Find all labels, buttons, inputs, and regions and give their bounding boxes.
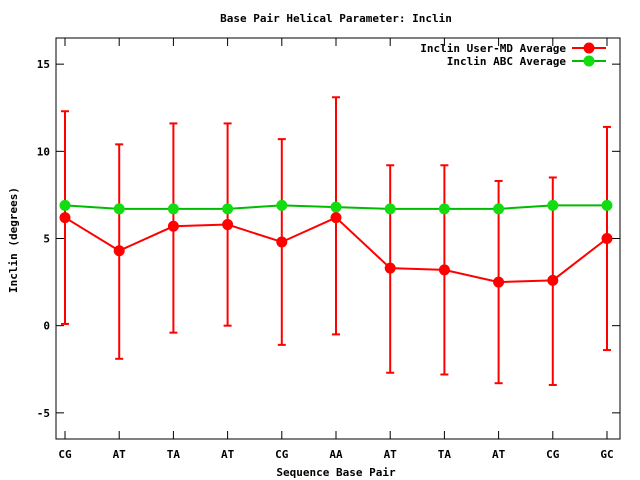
x-tick-label: TA [438, 448, 452, 461]
user-md-average-point [493, 276, 505, 288]
legend-user-md-swatch-marker [583, 42, 595, 54]
x-tick-label: AT [113, 448, 127, 461]
y-tick-label: 15 [37, 58, 50, 71]
user-md-average-point [113, 245, 125, 257]
legend-abc-swatch-marker [583, 55, 595, 67]
user-md-average-point [59, 212, 71, 224]
y-tick-label: 0 [43, 320, 50, 333]
user-md-average-point [167, 220, 179, 232]
abc-average-point [59, 199, 71, 211]
x-tick-label: CG [275, 448, 289, 461]
user-md-average-point [601, 233, 613, 244]
x-tick-label: AT [492, 448, 506, 461]
y-tick-label: 5 [43, 233, 50, 246]
x-tick-label: AA [329, 448, 343, 461]
abc-average-point [493, 203, 505, 215]
x-axis: CG AT TA AT CG AA AT TA AT CG GC [58, 38, 614, 461]
x-axis-label: Sequence Base Pair [276, 466, 396, 479]
user-md-average-point [438, 264, 450, 276]
x-tick-label: GC [600, 448, 613, 461]
abc-average-point [113, 203, 125, 215]
abc-average-point [222, 203, 234, 215]
abc-average-point [330, 201, 342, 213]
y-axis-label: Inclin (degrees) [7, 187, 20, 293]
abc-average-point [384, 203, 396, 215]
x-tick-label: CG [546, 448, 560, 461]
abc-average-point [167, 203, 179, 215]
user-md-average-point [547, 274, 559, 286]
legend-abc-label: Inclin ABC Average [447, 55, 567, 68]
legend-abc: Inclin ABC Average [447, 55, 606, 68]
x-tick-label: AT [221, 448, 235, 461]
y-axis: -5 0 5 10 15 [37, 58, 620, 420]
series-layer [59, 96, 613, 386]
x-tick-label: AT [384, 448, 398, 461]
abc-average-point [276, 199, 288, 211]
abc-average-point [438, 203, 450, 215]
abc-average-point [547, 199, 559, 211]
y-tick-label: 10 [37, 145, 50, 158]
y-tick-label: -5 [37, 407, 50, 420]
user-md-average-point [276, 236, 288, 248]
chart-title: Base Pair Helical Parameter: Inclin [220, 12, 452, 25]
user-md-average-point [222, 219, 234, 231]
x-tick-label: TA [167, 448, 181, 461]
abc-average-point [601, 199, 613, 211]
user-md-average-point [384, 262, 396, 274]
x-tick-label: CG [58, 448, 72, 461]
user-md-average-point [330, 212, 342, 224]
legend-user-md: Inclin User-MD Average [420, 42, 606, 55]
legend-user-md-label: Inclin User-MD Average [420, 42, 566, 55]
